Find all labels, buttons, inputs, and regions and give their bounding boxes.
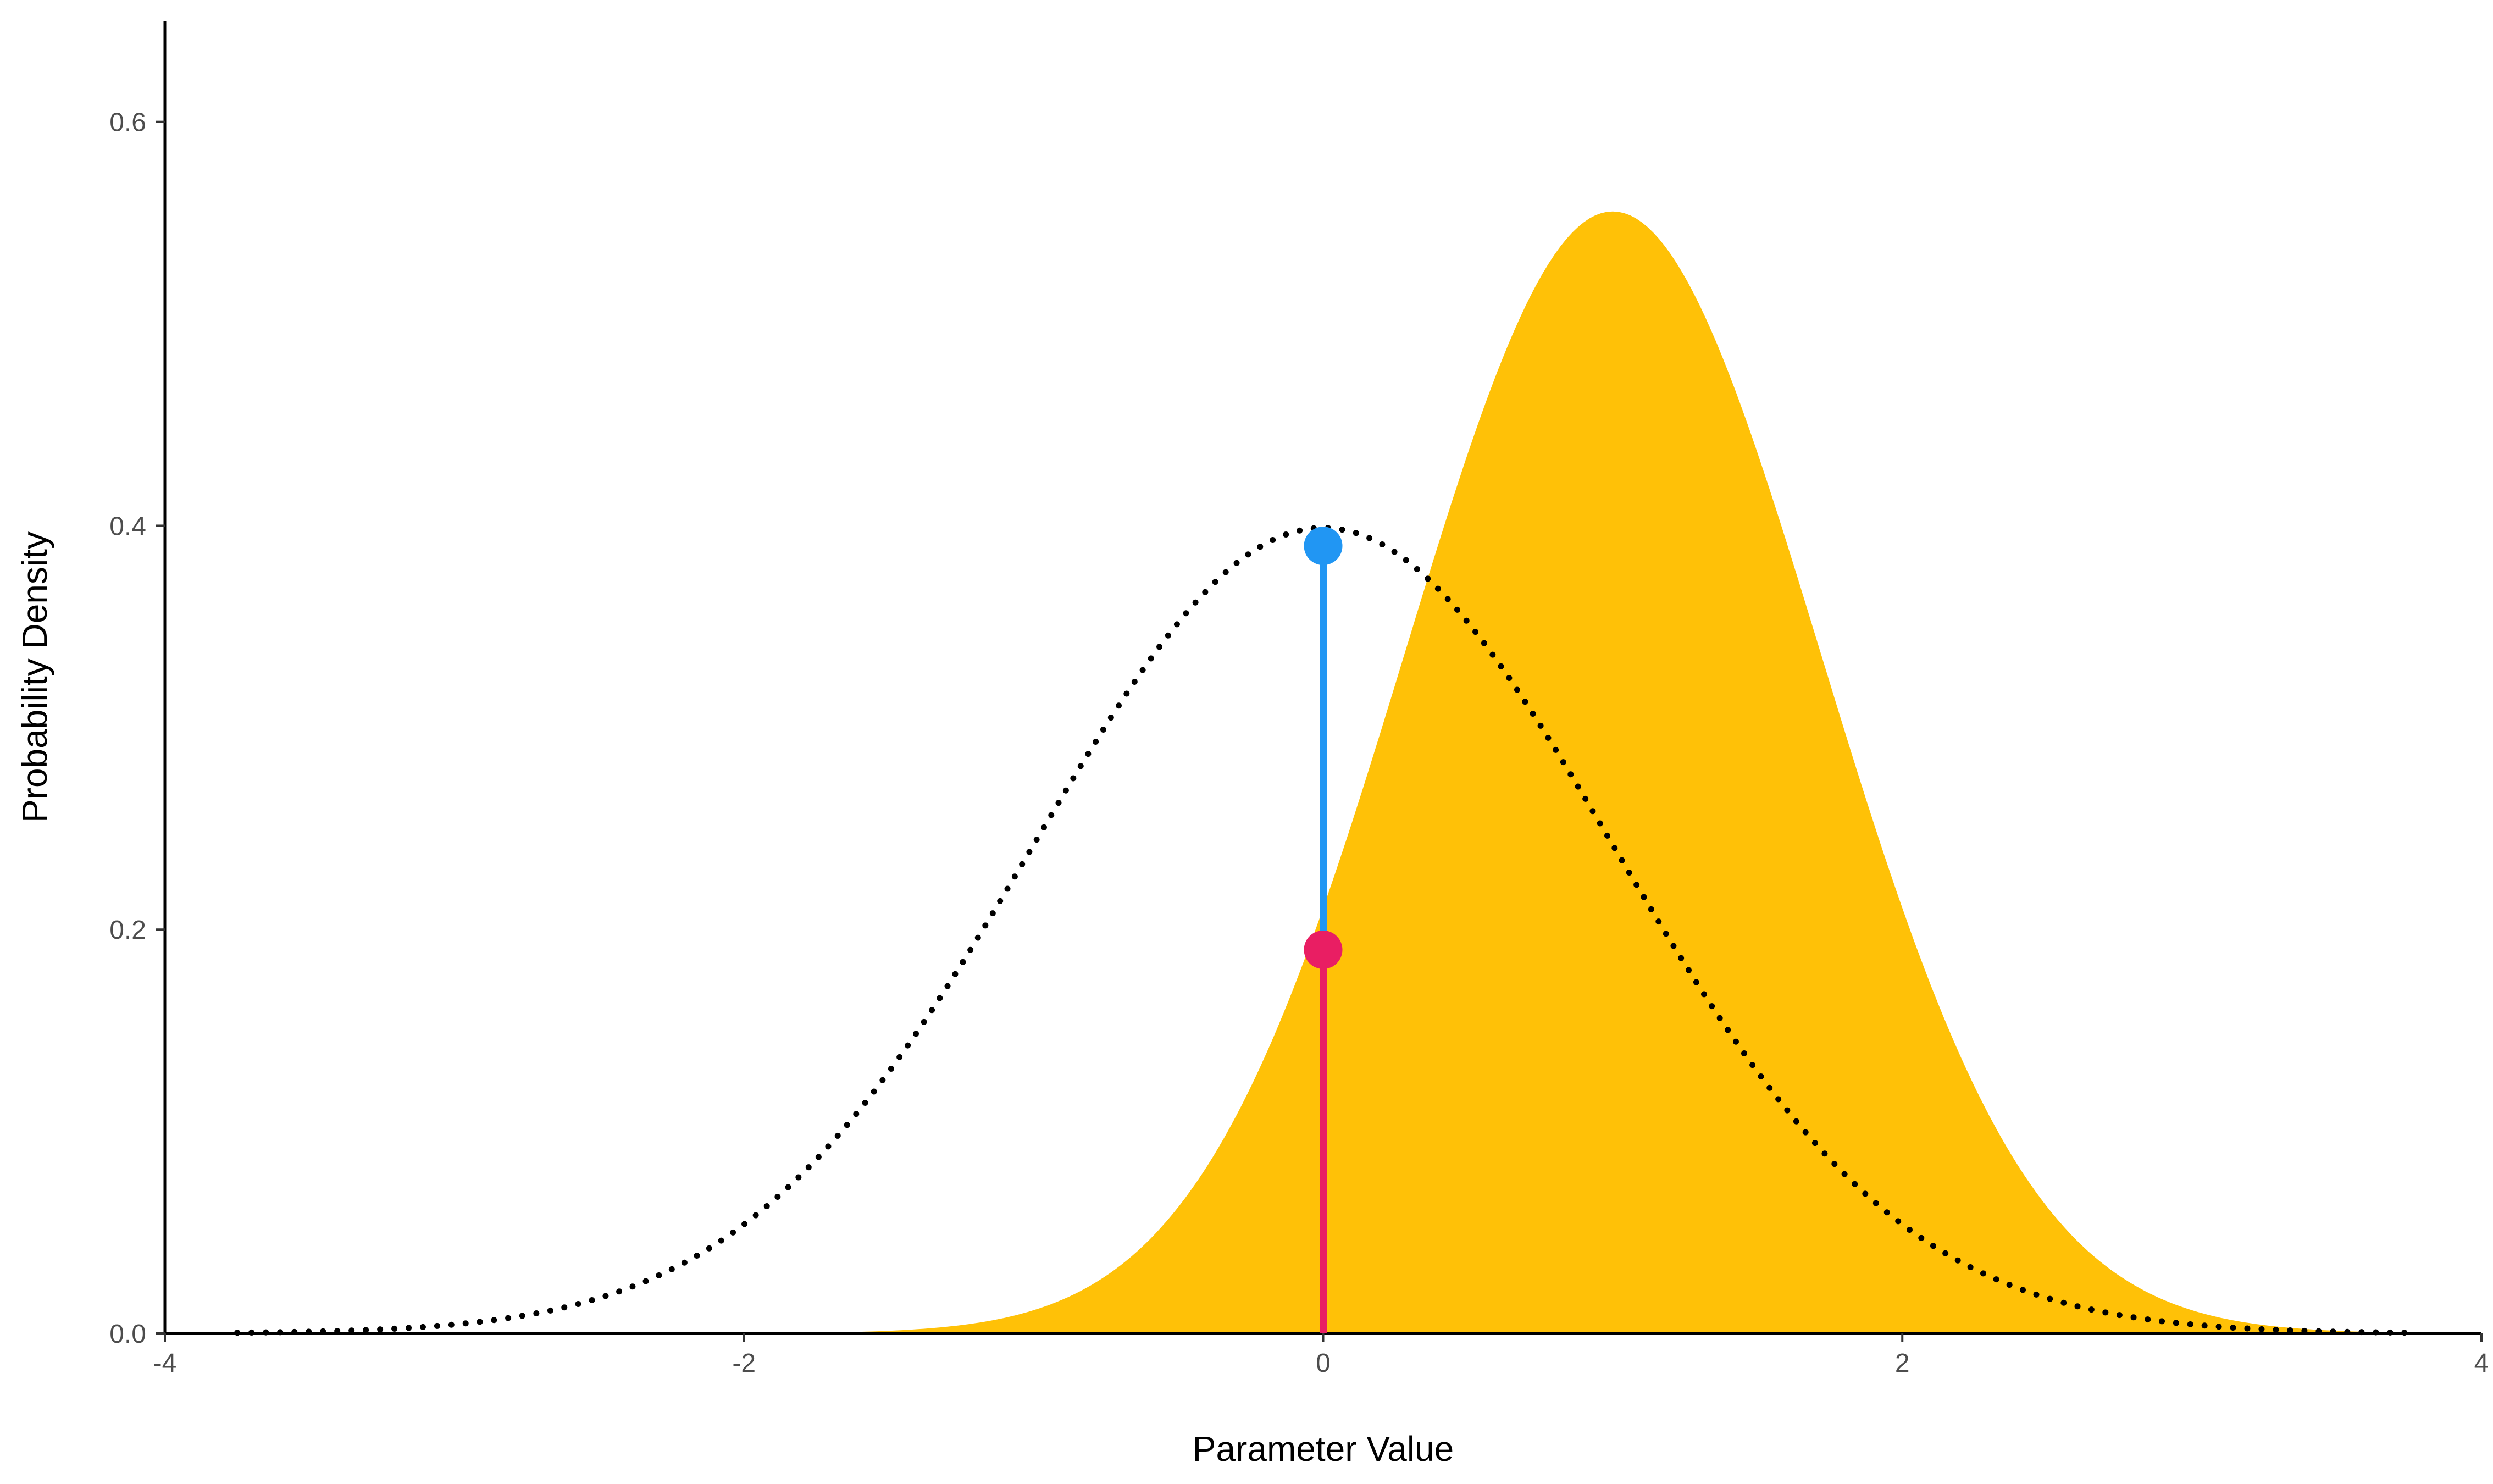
density-area-0 [165, 211, 2481, 1334]
point-1 [1304, 930, 1343, 969]
x-tick-label: 4 [2474, 1349, 2489, 1378]
y-tick-label: 0.6 [109, 108, 146, 137]
x-tick-label: 2 [1895, 1349, 1910, 1378]
x-axis-title: Parameter Value [1193, 1429, 1454, 1469]
y-tick-label: 0.0 [109, 1320, 146, 1349]
series-layer [165, 211, 2481, 1336]
marks-layer [1304, 527, 1343, 1333]
y-tick-label: 0.2 [109, 916, 146, 945]
density-line-1 [234, 524, 2412, 1336]
x-tick-label: -4 [153, 1349, 177, 1378]
x-tick-label: 0 [1316, 1349, 1331, 1378]
point-0 [1304, 527, 1343, 566]
y-axis-title: Probability Density [15, 531, 54, 823]
y-tick-label: 0.4 [109, 512, 146, 541]
ticks-layer: -4 -2 0 2 4 0.0 0.2 0.4 0.6 [109, 108, 2489, 1378]
x-tick-label: -2 [732, 1349, 756, 1378]
